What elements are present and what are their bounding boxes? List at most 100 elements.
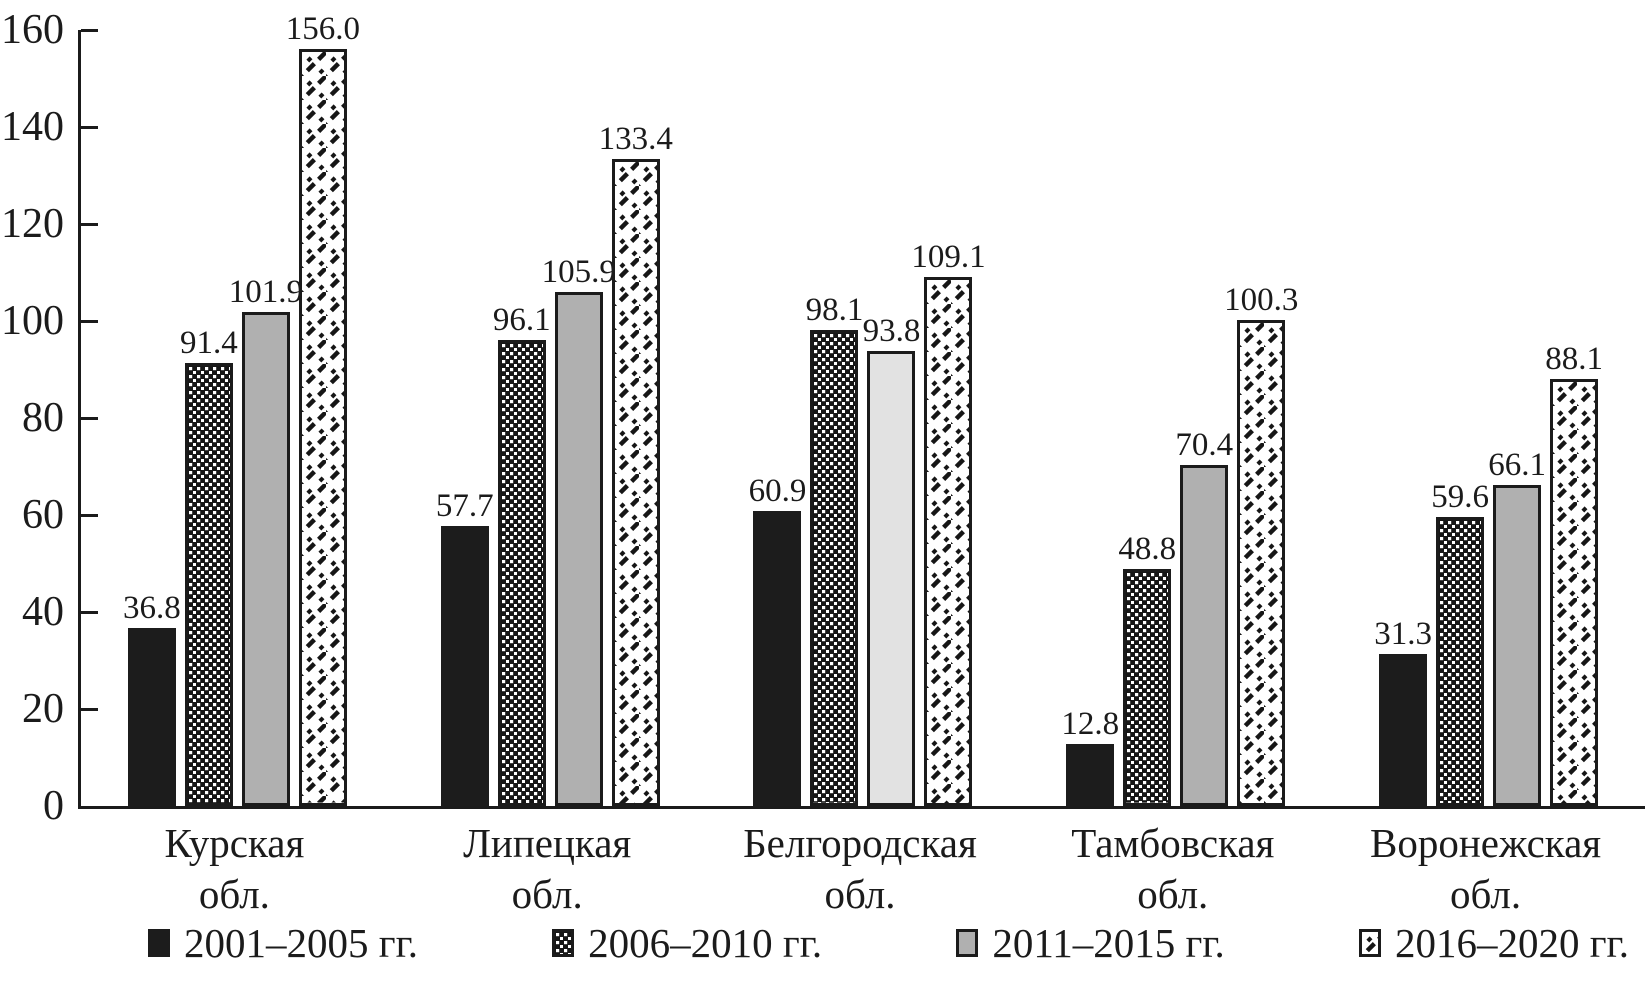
bar: 93.8 [863, 315, 920, 806]
category-label: Воронежская обл. [1329, 818, 1642, 920]
bar-value-label: 100.3 [1224, 281, 1299, 318]
legend-swatch-icon [148, 929, 170, 957]
bar-value-label: 93.8 [862, 313, 921, 350]
bar-fill-pattern [500, 342, 543, 803]
legend-label: 2016–2020 гг. [1394, 919, 1629, 966]
y-axis-tick-label: 160 [1, 7, 64, 53]
bar-fill-pattern [1553, 381, 1596, 803]
category-label: Липецкая обл. [391, 818, 704, 920]
plot-area: 36.8 91.4 101.9 156.0 57.7 96.1 105.9 133.4 60.9… [78, 13, 1645, 809]
category-label-line: обл. [824, 871, 896, 917]
bar: 60.9 [749, 474, 806, 806]
bar-value-label: 66.1 [1488, 447, 1546, 484]
category-label: Курская обл. [78, 818, 391, 920]
bar-value-label: 59.6 [1431, 478, 1489, 515]
y-axis-tick-label: 100 [1, 298, 64, 344]
category-label-line: обл. [1137, 871, 1209, 917]
bar-value-label: 88.1 [1545, 340, 1603, 377]
legend-item: 2006–2010 гг. [552, 919, 823, 966]
bar-value-label: 156.0 [285, 11, 361, 48]
legend-item: 2016–2020 гг. [1358, 919, 1629, 966]
y-axis-tick-label: 60 [22, 492, 64, 538]
legend-swatch-icon [552, 929, 575, 957]
bar: 133.4 [599, 123, 673, 806]
bar-value-label: 60.9 [748, 472, 807, 509]
bar: 88.1 [1545, 342, 1603, 806]
bar: 156.0 [286, 13, 360, 806]
bar-fill-pattern [301, 52, 344, 803]
bar: 100.3 [1224, 283, 1298, 806]
bar-value-label: 133.4 [598, 121, 673, 158]
legend: 2001–2005 гг. 2006–2010 гг. 2011–2015 гг. 2… [148, 912, 1629, 974]
category-label-line: Липецкая [463, 820, 632, 866]
legend-label: 2006–2010 гг. [588, 919, 823, 966]
y-axis-tick-label: 140 [1, 104, 64, 150]
bar-fill-pattern [1240, 322, 1283, 803]
y-axis-tick [81, 610, 98, 614]
legend-item: 2001–2005 гг. [148, 922, 418, 964]
bar: 48.8 [1118, 533, 1176, 806]
bar-value-label: 36.8 [123, 589, 181, 626]
bar-fill-pattern [927, 279, 970, 803]
bar: 105.9 [542, 256, 616, 806]
bar-fill-pattern [813, 333, 856, 803]
bar-fill-pattern [614, 162, 657, 803]
y-axis-tick [81, 222, 98, 226]
category-label: Белгородская обл. [704, 818, 1017, 920]
bar-value-label: 48.8 [1118, 531, 1177, 568]
legend-swatch-icon [956, 929, 979, 957]
bar-value-label: 57.7 [435, 488, 494, 525]
y-axis-tick-label: 0 [43, 783, 64, 829]
y-axis-tick-label: 40 [22, 589, 64, 635]
category-label-line: Воронежская [1370, 820, 1602, 866]
bar-group: 12.8 48.8 70.4 100.3 [1019, 30, 1332, 806]
bar: 31.3 [1374, 618, 1432, 806]
bar: 66.1 [1488, 449, 1546, 806]
category-label-line: обл. [1450, 871, 1522, 917]
legend-swatch-pattern [555, 932, 572, 954]
legend-swatch-icon [1358, 929, 1381, 957]
category-label-line: Тамбовская [1071, 820, 1275, 866]
bar-value-label: 12.8 [1061, 705, 1120, 742]
bar-fill-pattern [1126, 572, 1169, 803]
bar-fill-pattern [187, 365, 230, 803]
y-axis-tick [81, 707, 98, 711]
bar: 98.1 [806, 294, 863, 806]
bar-group: 36.8 91.4 101.9 156.0 [81, 13, 394, 806]
bar-group: 57.7 96.1 105.9 133.4 [394, 30, 707, 806]
category-label-line: обл. [511, 871, 583, 917]
bar-value-label: 70.4 [1175, 426, 1234, 463]
category-label-line: обл. [198, 871, 270, 917]
bars-container: 36.8 91.4 101.9 156.0 57.7 96.1 105.9 133.4 60.9… [81, 13, 1645, 806]
y-axis-tick [81, 513, 98, 517]
bar: 57.7 [436, 490, 494, 806]
bar-value-label: 105.9 [541, 254, 616, 291]
bar-value-label: 98.1 [805, 292, 864, 329]
bar: 36.8 [123, 591, 181, 806]
bar: 12.8 [1061, 707, 1119, 806]
category-label-line: Курская [164, 820, 305, 866]
bar: 109.1 [911, 240, 986, 806]
bar-group: 60.9 98.1 93.8 109.1 [707, 30, 1020, 806]
y-axis-tick-label: 20 [22, 686, 64, 732]
y-axis-tick-label: 120 [1, 201, 64, 247]
bar-value-label: 101.9 [228, 273, 304, 310]
bar-value-label: 109.1 [911, 238, 986, 275]
legend-swatch-pattern [1361, 932, 1378, 954]
bar: 59.6 [1431, 480, 1489, 806]
bar-value-label: 91.4 [180, 324, 238, 361]
bar-value-label: 31.3 [1374, 616, 1432, 653]
bar: 91.4 [180, 326, 238, 806]
bar-fill-pattern [1439, 519, 1482, 803]
y-axis-tick-label: 80 [22, 395, 64, 441]
bar: 96.1 [493, 303, 551, 806]
legend-item: 2011–2015 гг. [956, 919, 1225, 966]
category-label: Тамбовская обл. [1016, 818, 1329, 920]
y-axis-tick [81, 125, 98, 129]
y-axis-tick [81, 28, 98, 32]
legend-label: 2011–2015 гг. [992, 919, 1225, 966]
y-axis-tick [81, 416, 98, 420]
category-label-line: Белгородская [743, 820, 977, 866]
x-axis-category-labels: Курская обл. Липецкая обл. Белгородская обл. Т… [78, 818, 1642, 920]
